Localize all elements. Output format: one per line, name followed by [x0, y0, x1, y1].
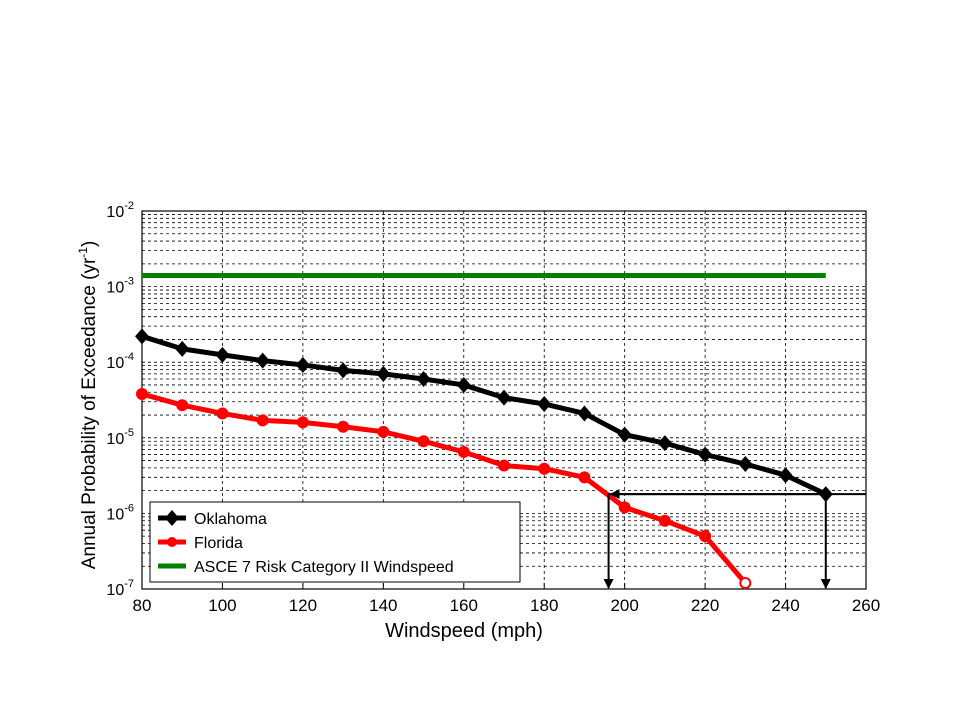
data-point-oklahoma [657, 435, 672, 452]
data-point-florida [176, 399, 189, 412]
axis-ticks: 80 100 120 140 160 180 200 220 240 260 10-7 10-6 10-… [106, 200, 880, 615]
data-point-oklahoma [215, 346, 230, 363]
y-tick-label: 10-2 [106, 200, 134, 221]
data-point-oklahoma [336, 362, 351, 379]
data-point-florida [699, 530, 712, 543]
data-point-florida [417, 435, 430, 448]
x-tick-label: 240 [771, 596, 799, 615]
series-line-1 [141, 391, 748, 585]
data-point-oklahoma [376, 365, 391, 382]
legend-marker [165, 510, 179, 526]
data-point-florida [658, 514, 671, 527]
y-axis-label-sup: -1 [76, 247, 90, 258]
legend-box [149, 501, 521, 583]
y-tick-label: 10-5 [106, 427, 134, 448]
legend-label: Florida [194, 535, 243, 552]
data-point-oklahoma [497, 389, 511, 406]
data-point-oklahoma [698, 446, 713, 463]
y-axis-label: Annual Probability of Exceedance (yr-1) [76, 241, 100, 570]
data-point-oklahoma [255, 352, 270, 369]
data-point-florida [578, 471, 591, 484]
x-tick-label: 120 [289, 596, 317, 615]
data-point-florida [538, 462, 551, 475]
data-point-oklahoma [295, 356, 310, 373]
x-tick-label: 140 [369, 596, 397, 615]
series [135, 273, 833, 590]
legend-marker [167, 537, 177, 547]
data-point-oklahoma [577, 405, 592, 422]
data-point-florida [498, 459, 510, 472]
data-point-florida [377, 425, 390, 438]
x-tick-label: 160 [450, 596, 478, 615]
legend-label: Oklahoma [194, 511, 267, 528]
data-point-oklahoma [135, 328, 149, 345]
data-point-florida [739, 577, 752, 590]
x-axis-label: Windspeed (mph) [385, 620, 543, 642]
y-tick-label: 10-7 [106, 578, 134, 599]
series-line-0 [141, 333, 827, 497]
legend: Oklahoma Florida ASCE 7 Risk Category II W… [149, 501, 521, 583]
data-point-oklahoma [175, 340, 190, 357]
data-point-oklahoma [456, 376, 471, 393]
plot-area [141, 210, 867, 590]
x-tick-label: 100 [208, 596, 236, 615]
legend-label: ASCE 7 Risk Category II Windspeed [194, 559, 454, 576]
x-tick-label: 260 [852, 596, 880, 615]
y-axis-label-main: Annual Probability of Exceedance (yr [79, 257, 100, 569]
data-point-florida [136, 387, 148, 400]
data-point-oklahoma [617, 426, 632, 443]
data-point-florida [337, 420, 350, 433]
data-point-florida [296, 416, 309, 429]
y-axis-label-end: ) [79, 241, 100, 247]
y-tick-label: 10-6 [106, 502, 134, 523]
data-point-oklahoma [778, 467, 793, 484]
data-point-florida [256, 414, 269, 427]
x-tick-label: 180 [530, 596, 558, 615]
data-point-florida [216, 407, 229, 420]
y-tick-label: 10-4 [106, 351, 134, 372]
data-point-florida [618, 501, 631, 514]
x-tick-label: 200 [610, 596, 638, 615]
x-tick-label: 80 [133, 596, 152, 615]
data-point-florida [457, 445, 470, 458]
data-point-oklahoma [537, 395, 552, 412]
y-tick-label: 10-3 [106, 276, 134, 297]
annotations [603, 489, 866, 589]
data-point-oklahoma [416, 370, 431, 387]
x-tick-label: 220 [691, 596, 719, 615]
data-point-oklahoma [738, 456, 753, 473]
